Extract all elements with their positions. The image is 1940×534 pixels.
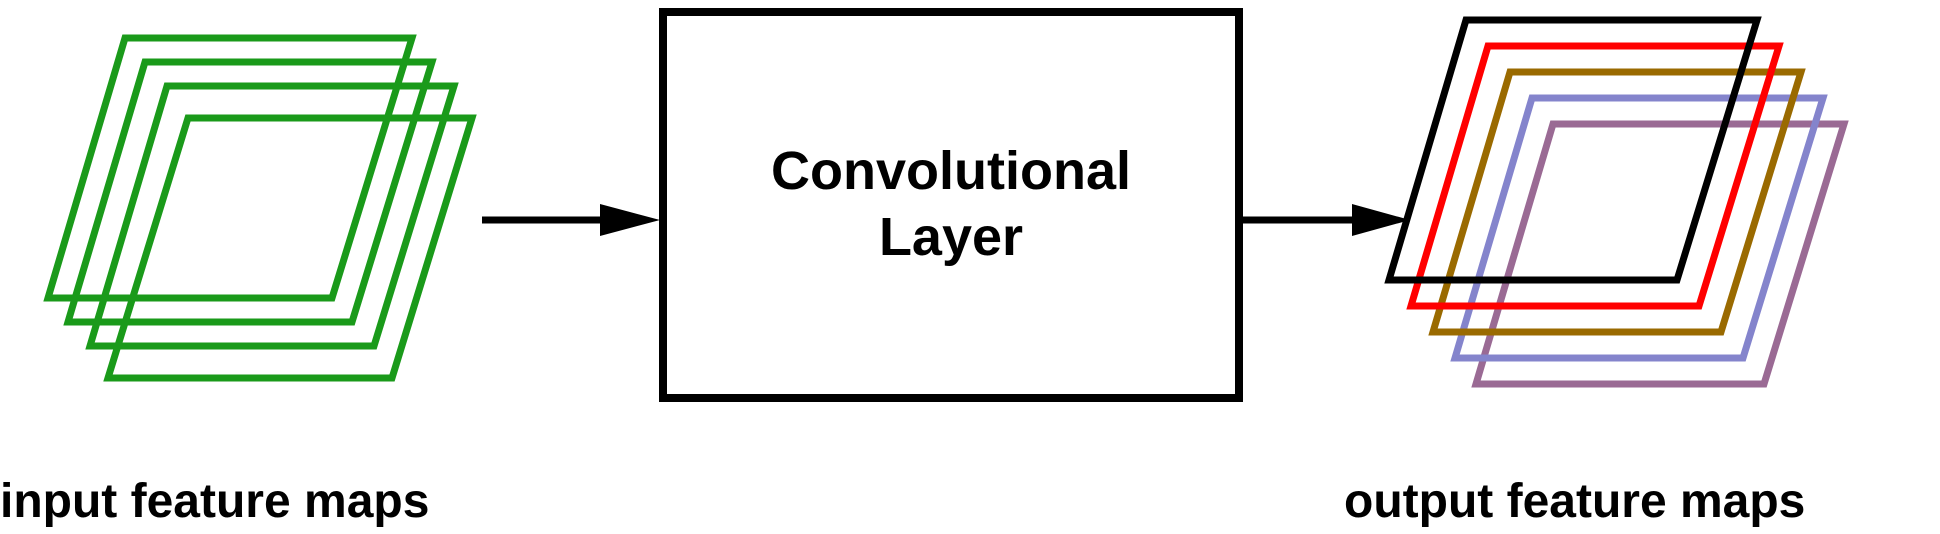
input-map-2 — [63, 58, 437, 326]
input-arrow — [482, 204, 660, 236]
output-map-4 — [1450, 94, 1828, 362]
input-feature-maps-caption: input feature maps — [0, 475, 430, 528]
convolutional-layer-box — [659, 8, 1243, 402]
input-map-4 — [103, 114, 477, 382]
output-arrowhead — [1352, 204, 1410, 236]
output-map-5 — [1471, 120, 1849, 388]
output-feature-maps-caption: output feature maps — [1344, 475, 1806, 528]
layer-label-line1: Convolutional — [771, 141, 1131, 202]
convolutional-layer-label: Convolutional Layer — [663, 12, 1239, 398]
input-arrowhead — [600, 204, 660, 236]
layer-label-line2: Layer — [878, 207, 1024, 267]
output-map-1 — [1384, 16, 1762, 284]
input-map-1 — [43, 34, 417, 302]
input-feature-maps — [43, 34, 477, 382]
output-map-3 — [1428, 68, 1806, 336]
output-feature-maps — [1384, 16, 1849, 388]
output-arrow — [1243, 204, 1410, 236]
input-map-3 — [85, 82, 459, 350]
output-map-2 — [1406, 42, 1784, 310]
